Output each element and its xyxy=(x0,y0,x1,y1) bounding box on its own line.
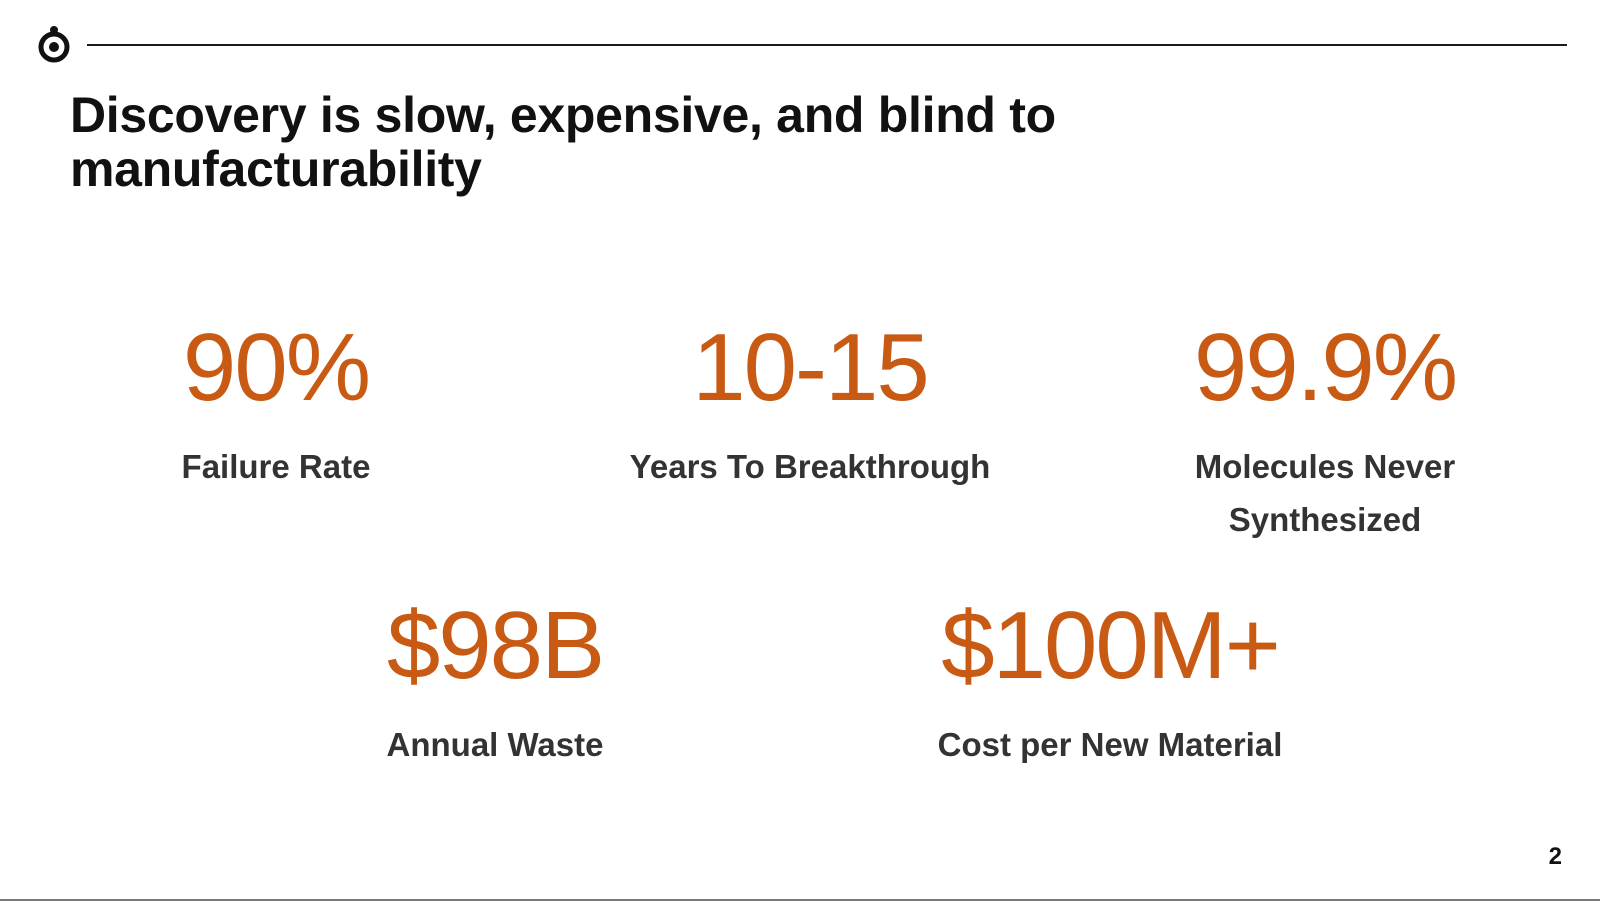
brand-logo-icon xyxy=(36,25,72,65)
stat-label: Cost per New Material xyxy=(937,726,1283,763)
bottom-border xyxy=(0,899,1600,901)
slide-title: Discovery is slow, expensive, and blind … xyxy=(70,87,1056,197)
header-divider xyxy=(87,44,1567,46)
stat-label: Annual Waste xyxy=(386,726,604,763)
stat-value: $98B xyxy=(386,592,605,699)
stat-cost-per-new-material: $100M+ Cost per New Material xyxy=(880,598,1340,771)
stat-value: 10-15 xyxy=(692,314,930,421)
stat-annual-waste: $98B Annual Waste xyxy=(315,598,675,771)
stat-failure-rate: 90% Failure Rate xyxy=(126,320,426,493)
stat-years-to-breakthrough: 10-15 Years To Breakthrough xyxy=(600,320,1020,493)
stat-value: $100M+ xyxy=(941,592,1281,699)
stat-value: 99.9% xyxy=(1193,314,1458,421)
stat-label: Years To Breakthrough xyxy=(629,448,991,485)
stat-label: Molecules Never Synthesized xyxy=(1194,448,1456,538)
stat-molecules-never-synthesized: 99.9% Molecules Never Synthesized xyxy=(1160,320,1490,546)
page-number: 2 xyxy=(1548,843,1562,870)
stat-label: Failure Rate xyxy=(181,448,371,485)
stat-value: 90% xyxy=(182,314,371,421)
